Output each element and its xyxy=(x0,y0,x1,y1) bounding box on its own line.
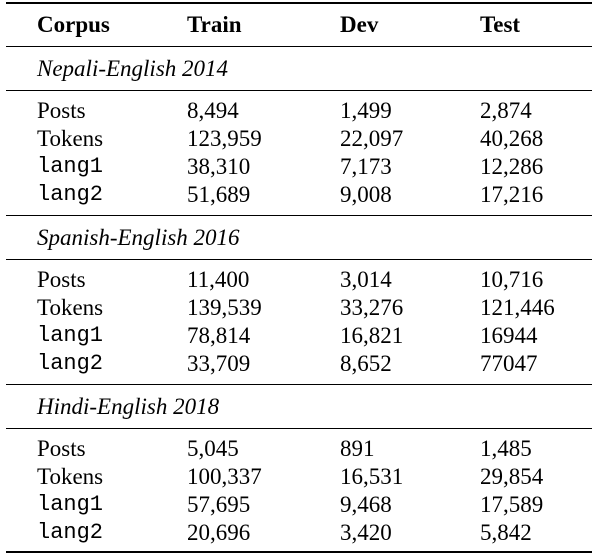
header-dev: Dev xyxy=(340,12,379,37)
dev-value: 22,097 xyxy=(340,126,404,151)
train-value: 139,539 xyxy=(187,295,262,320)
section-rule xyxy=(6,90,592,91)
table-row: Posts 11,400 3,014 10,716 xyxy=(6,266,592,294)
section-rule xyxy=(6,428,592,429)
row-label: Posts xyxy=(37,436,86,461)
table-row: lang1 57,695 9,468 17,589 xyxy=(6,491,592,519)
test-value: 10,716 xyxy=(480,267,544,292)
row-label: Tokens xyxy=(37,295,104,320)
dev-value: 8,652 xyxy=(340,351,392,376)
test-value: 121,446 xyxy=(480,295,555,320)
section-rule xyxy=(6,384,592,385)
dev-value: 16,821 xyxy=(340,323,404,348)
test-value: 40,268 xyxy=(480,126,544,151)
table-row: lang2 33,709 8,652 77047 xyxy=(6,350,592,378)
table-row: lang1 78,814 16,821 16944 xyxy=(6,322,592,350)
train-value: 100,337 xyxy=(187,464,262,489)
dev-value: 7,173 xyxy=(340,154,392,179)
row-label: lang2 xyxy=(37,182,104,207)
test-value: 16944 xyxy=(480,323,538,348)
table-bottom-rule xyxy=(6,551,592,553)
table-header-row: Corpus Train Dev Test xyxy=(6,11,592,39)
train-value: 51,689 xyxy=(187,182,251,207)
test-value: 17,216 xyxy=(480,182,544,207)
train-value: 11,400 xyxy=(187,267,250,292)
train-value: 20,696 xyxy=(187,520,251,545)
row-label: lang1 xyxy=(37,323,104,348)
table-row: Tokens 100,337 16,531 29,854 xyxy=(6,463,592,491)
row-label: Posts xyxy=(37,98,86,123)
train-value: 33,709 xyxy=(187,351,251,376)
table-row: lang1 38,310 7,173 12,286 xyxy=(6,153,592,181)
test-value: 12,286 xyxy=(480,154,544,179)
train-value: 123,959 xyxy=(187,126,262,151)
test-value: 17,589 xyxy=(480,492,544,517)
dev-value: 3,014 xyxy=(340,267,392,292)
train-value: 8,494 xyxy=(187,98,239,123)
row-label: lang1 xyxy=(37,154,104,179)
test-value: 5,842 xyxy=(480,520,532,545)
row-label: lang2 xyxy=(37,351,104,376)
dev-value: 16,531 xyxy=(340,464,404,489)
test-value: 2,874 xyxy=(480,98,532,123)
header-test: Test xyxy=(480,12,521,37)
row-label: Tokens xyxy=(37,126,104,151)
test-value: 77047 xyxy=(480,351,538,376)
test-value: 29,854 xyxy=(480,464,544,489)
table-row: lang2 20,696 3,420 5,842 xyxy=(6,519,592,547)
section-title-spanish-english: Spanish-English 2016 xyxy=(37,225,240,250)
train-value: 38,310 xyxy=(187,154,251,179)
section-rule xyxy=(6,215,592,216)
dev-value: 9,468 xyxy=(340,492,392,517)
dev-value: 3,420 xyxy=(340,520,392,545)
table-row: Posts 8,494 1,499 2,874 xyxy=(6,97,592,125)
header-corpus: Corpus xyxy=(37,12,110,37)
dev-value: 1,499 xyxy=(340,98,392,123)
row-label: lang2 xyxy=(37,520,104,545)
header-rule xyxy=(6,46,592,47)
table-row: lang2 51,689 9,008 17,216 xyxy=(6,181,592,209)
section-rule xyxy=(6,259,592,260)
train-value: 57,695 xyxy=(187,492,251,517)
table-row: Posts 5,045 891 1,485 xyxy=(6,435,592,463)
section-title-nepali-english: Nepali-English 2014 xyxy=(37,56,229,81)
table-row: Tokens 139,539 33,276 121,446 xyxy=(6,294,592,322)
row-label: lang1 xyxy=(37,492,104,517)
train-value: 5,045 xyxy=(187,436,239,461)
test-value: 1,485 xyxy=(480,436,532,461)
dev-value: 33,276 xyxy=(340,295,404,320)
table-top-rule xyxy=(6,2,592,4)
table-row: Tokens 123,959 22,097 40,268 xyxy=(6,125,592,153)
section-title-hindi-english: Hindi-English 2018 xyxy=(37,394,220,419)
dev-value: 9,008 xyxy=(340,182,392,207)
train-value: 78,814 xyxy=(187,323,251,348)
row-label: Tokens xyxy=(37,464,104,489)
header-train: Train xyxy=(187,12,242,37)
row-label: Posts xyxy=(37,267,86,292)
dev-value: 891 xyxy=(340,436,375,461)
